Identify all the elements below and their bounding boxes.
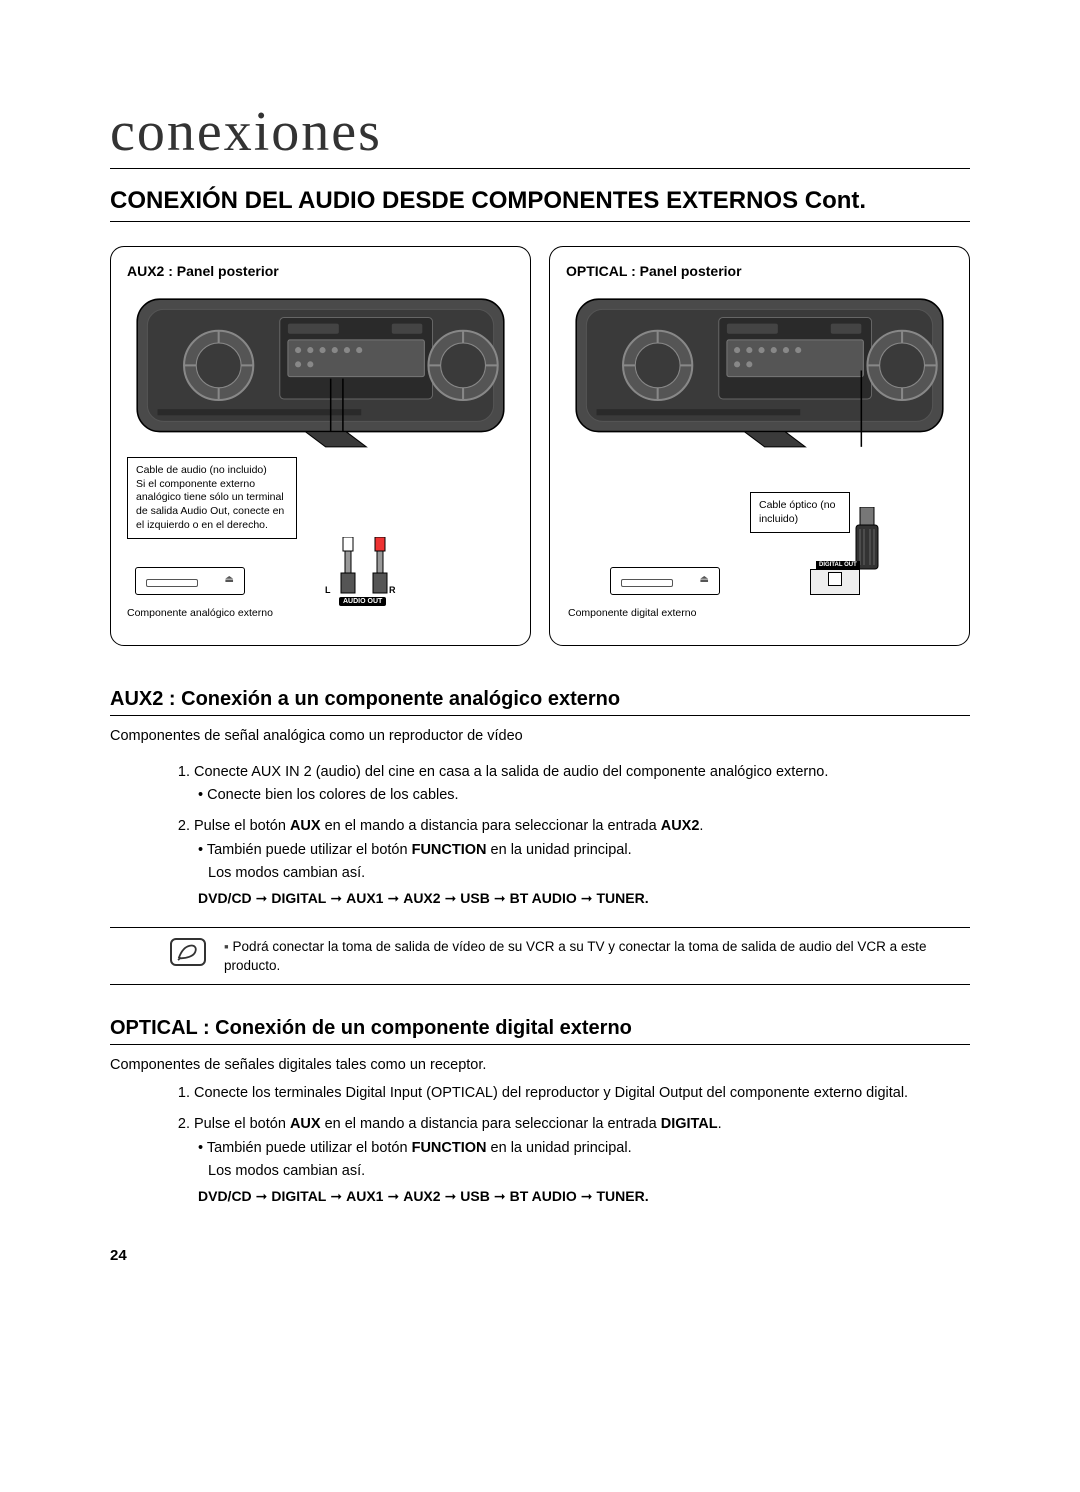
aux2-title: AUX2 : Conexión a un componente analógic… <box>110 688 970 716</box>
aux2-mode-chain: DVD/CD➞DIGITAL➞AUX1➞AUX2➞USB➞BT AUDIO➞TU… <box>198 887 970 909</box>
diagram-aux2: AUX2 : Panel posterior Cable d <box>110 246 531 646</box>
audio-out-label: AUDIO OUT <box>339 597 386 606</box>
digital-out-label: DIGITAL OUT <box>816 561 860 569</box>
aux2-steps: Conecte AUX IN 2 (audio) del cine en cas… <box>194 761 970 909</box>
page-number: 24 <box>110 1247 970 1264</box>
diagram-aux2-label: AUX2 : Panel posterior <box>127 263 514 279</box>
t: También puede utilizar el botón <box>207 1140 412 1156</box>
label-l: L <box>325 585 331 595</box>
label-r: R <box>389 585 396 595</box>
optical-intro: Componentes de señales digitales tales c… <box>110 1055 970 1076</box>
external-analog-label: Componente analógico externo <box>127 607 273 619</box>
device-rear-illustration <box>127 289 514 452</box>
optical-step1: Conecte los terminales Digital Input (OP… <box>194 1082 970 1105</box>
aux2-step1: Conecte AUX IN 2 (audio) del cine en cas… <box>194 761 970 807</box>
optical-title: OPTICAL : Conexión de un componente digi… <box>110 1017 970 1045</box>
t: También puede utilizar el botón <box>207 842 412 858</box>
t: Pulse el botón <box>194 818 290 834</box>
t: Pulse el botón <box>194 1116 290 1132</box>
chapter-title: conexiones <box>110 100 970 169</box>
device-rear-illustration-right <box>566 289 953 452</box>
aux2-step2-sub2: Los modos cambian así. <box>208 862 970 885</box>
note-divider-bottom <box>110 984 970 985</box>
note-bullet: Podrá conectar la toma de salida de víde… <box>224 939 926 973</box>
aux2-step1-text: Conecte AUX IN 2 (audio) del cine en cas… <box>194 764 828 780</box>
t: en el mando a distancia para seleccionar… <box>321 818 661 834</box>
optical-steps: Conecte los terminales Digital Input (OP… <box>194 1082 970 1207</box>
function-bold: FUNCTION <box>412 1140 487 1156</box>
optical-step2-sub2: Los modos cambian así. <box>208 1160 970 1183</box>
note-divider-top <box>110 927 970 928</box>
optical-step2: Pulse el botón AUX en el mando a distanc… <box>194 1113 970 1207</box>
aux2-step2-sub1: También puede utilizar el botón FUNCTION… <box>198 839 970 862</box>
aux-bold: AUX <box>290 1116 321 1132</box>
external-analog-device <box>135 567 245 595</box>
digital-bold: DIGITAL <box>661 1116 718 1132</box>
digital-out-port <box>810 569 860 595</box>
optical-step2-sub1: También puede utilizar el botón FUNCTION… <box>198 1137 970 1160</box>
diagram-optical: OPTICAL : Panel posterior Cable óptico (… <box>549 246 970 646</box>
aux-bold: AUX <box>290 818 321 834</box>
diagram-optical-label: OPTICAL : Panel posterior <box>566 263 953 279</box>
callout-line2: Si el componente externo analógico tiene… <box>136 478 288 533</box>
function-bold: FUNCTION <box>412 842 487 858</box>
external-digital-label: Componente digital externo <box>568 607 696 619</box>
diagram-row: AUX2 : Panel posterior Cable d <box>110 246 970 646</box>
aux2-step2: Pulse el botón AUX en el mando a distanc… <box>194 815 970 909</box>
note-icon <box>170 938 206 966</box>
optical-mode-chain: DVD/CD➞DIGITAL➞AUX1➞AUX2➞USB➞BT AUDIO➞TU… <box>198 1185 970 1207</box>
t: . <box>699 818 703 834</box>
note-row: Podrá conectar la toma de salida de víde… <box>110 938 970 976</box>
callout-line1: Cable de audio (no incluido) <box>136 464 288 478</box>
note-text: Podrá conectar la toma de salida de víde… <box>224 938 970 976</box>
aux2-step1-sub: Conecte bien los colores de los cables. <box>198 784 970 807</box>
t: . <box>718 1116 722 1132</box>
callout-optical-cable: Cable óptico (no incluido) <box>750 492 850 533</box>
section-title: CONEXIÓN DEL AUDIO DESDE COMPONENTES EXT… <box>110 187 970 222</box>
callout-audio-cable: Cable de audio (no incluido) Si el compo… <box>127 457 297 539</box>
aux2-bold: AUX2 <box>661 818 700 834</box>
t: en la unidad principal. <box>487 1140 632 1156</box>
aux2-intro: Componentes de señal analógica como un r… <box>110 726 970 747</box>
external-digital-device <box>610 567 720 595</box>
t: en la unidad principal. <box>487 842 632 858</box>
t: en el mando a distancia para seleccionar… <box>321 1116 661 1132</box>
